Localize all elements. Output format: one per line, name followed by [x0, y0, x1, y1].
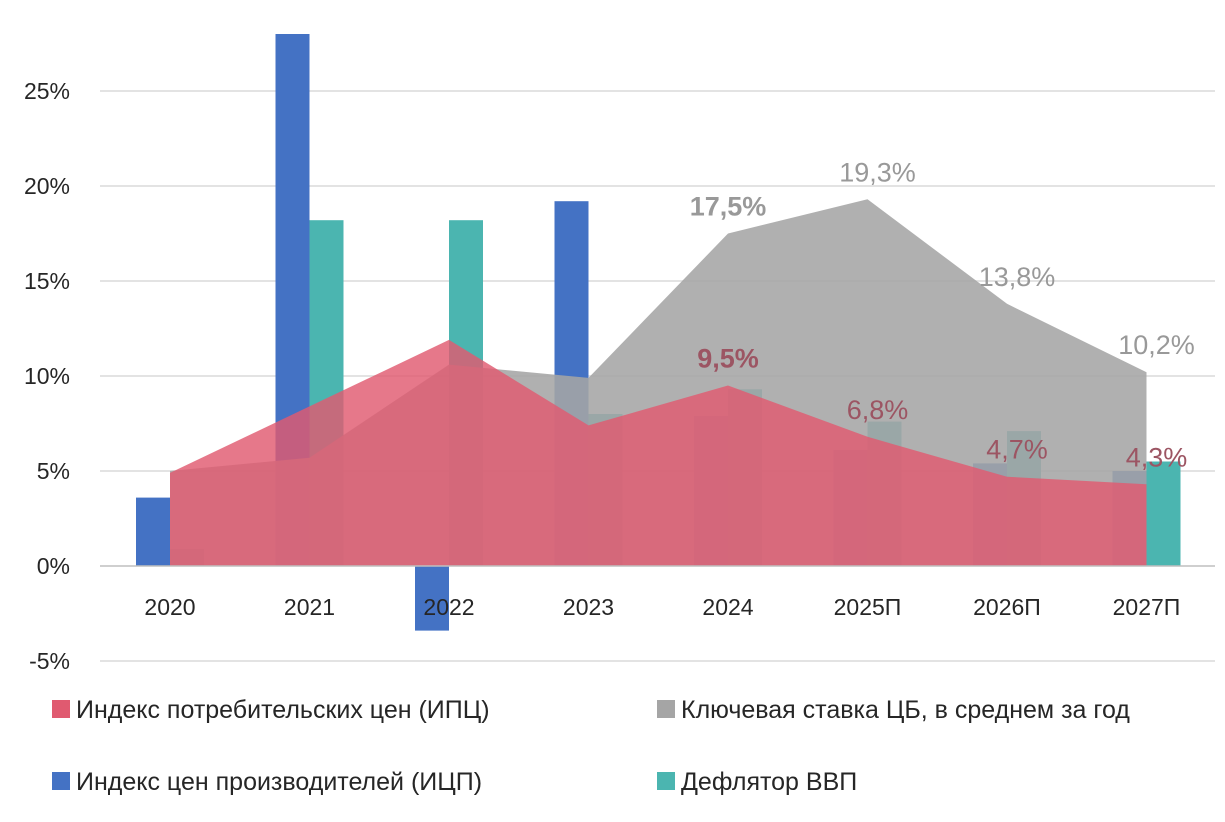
- legend-swatch: [52, 700, 70, 718]
- bar: [415, 566, 449, 631]
- data-label: 19,3%: [839, 157, 916, 187]
- y-tick-label: 25%: [24, 78, 70, 104]
- legend-swatch: [657, 700, 675, 718]
- x-tick-label: 2025П: [834, 594, 902, 620]
- x-tick-label: 2026П: [973, 594, 1041, 620]
- data-label: 9,5%: [697, 344, 759, 374]
- x-tick-label: 2023: [563, 594, 614, 620]
- bar: [1146, 461, 1181, 566]
- bar: [136, 497, 170, 566]
- y-tick-label: 15%: [24, 268, 70, 294]
- data-label: 4,3%: [1126, 442, 1188, 472]
- data-label: 17,5%: [690, 192, 767, 222]
- legend-label: Ключевая ставка ЦБ, в среднем за год: [681, 696, 1130, 724]
- y-tick-label: 20%: [24, 173, 70, 199]
- data-labels: 17,5% 19,3% 13,8% 10,2% 9,5% 6,8% 4,7% 4,3%: [690, 157, 1195, 472]
- x-tick-label: 2027П: [1113, 594, 1181, 620]
- areas: [170, 199, 1147, 567]
- data-label: 10,2%: [1118, 330, 1195, 360]
- legend-label: Индекс потребительских цен (ИПЦ): [76, 696, 490, 724]
- x-tick-label: 2020: [144, 594, 195, 620]
- x-tick-label: 2022: [423, 594, 474, 620]
- legend-swatch: [657, 772, 675, 790]
- y-tick-label: 0%: [37, 553, 70, 579]
- data-label: 4,7%: [986, 435, 1048, 465]
- data-label: 6,8%: [847, 395, 909, 425]
- legend-label: Индекс цен производителей (ИЦП): [76, 768, 482, 796]
- area-series: [170, 339, 1147, 566]
- x-axis-ticks: 2020 2021 2022 2023 2024 2025П 2026П 2027П: [144, 594, 1180, 620]
- legend: Индекс потребительских цен (ИПЦ) Ключевая…: [52, 696, 1130, 796]
- y-tick-label: -5%: [29, 648, 70, 674]
- legend-swatch: [52, 772, 70, 790]
- data-label: 13,8%: [979, 262, 1056, 292]
- x-tick-label: 2021: [284, 594, 335, 620]
- y-tick-label: 10%: [24, 363, 70, 389]
- y-axis-ticks: -5% 0% 5% 10% 15% 20% 25%: [24, 78, 70, 674]
- legend-label: Дефлятор ВВП: [681, 768, 857, 796]
- y-tick-label: 5%: [37, 458, 70, 484]
- x-tick-label: 2024: [702, 594, 753, 620]
